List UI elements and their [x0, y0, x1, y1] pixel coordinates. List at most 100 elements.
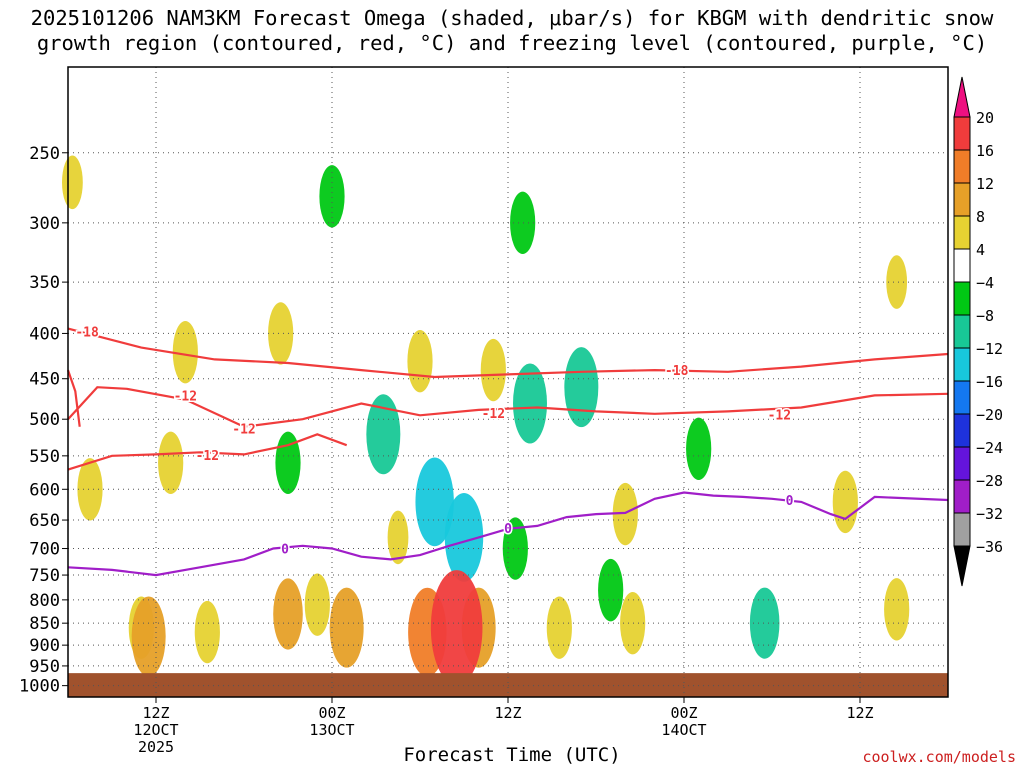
freezing-level-label: 0: [786, 494, 794, 509]
omega-region: [480, 338, 506, 402]
omega-region: [329, 587, 364, 668]
colorbar-label: 16: [976, 142, 994, 160]
dgz-contour-line: [66, 369, 81, 427]
x-tick-label: 12Z: [494, 704, 521, 722]
y-tick-label: 600: [29, 480, 60, 500]
freezing-level-line: [67, 491, 949, 577]
colorbar-label: −16: [976, 373, 1003, 391]
dgz-contour-label: -18: [75, 326, 99, 341]
dgz-contour-line: [67, 433, 348, 471]
omega-region: [407, 330, 433, 393]
y-tick-label: 550: [29, 447, 60, 467]
y-tick-label: 400: [29, 324, 60, 344]
colorbar-swatch: [953, 446, 971, 481]
omega-region: [612, 482, 638, 546]
x-tick-label: 12Z: [142, 704, 169, 722]
y-tick-label: 300: [29, 214, 60, 234]
omega-region: [686, 417, 712, 480]
colorbar-label: 8: [976, 208, 985, 226]
colorbar-swatch: [953, 512, 971, 547]
omega-region: [366, 394, 401, 475]
colorbar-swatch: [953, 479, 971, 514]
colorbar-label: −24: [976, 439, 1003, 457]
omega-region: [131, 596, 166, 677]
dgz-contour-label: -12: [232, 422, 255, 437]
dgz-contour-line: [67, 327, 949, 379]
dgz-contour-label: -12: [768, 409, 791, 424]
omega-region: [832, 470, 858, 534]
y-tick-label: 450: [29, 370, 60, 390]
omega-region: [430, 570, 483, 686]
colorbar-label: 20: [976, 109, 994, 127]
colorbar-label: −12: [976, 340, 1003, 358]
colorbar-label: −20: [976, 406, 1003, 424]
freezing-level-label: 0: [504, 522, 512, 537]
omega-region: [620, 591, 646, 655]
y-tick-label: 750: [29, 566, 60, 586]
x-tick-date-label: 13OCT: [309, 721, 354, 739]
colorbar-swatch: [953, 182, 971, 217]
y-tick-label: 850: [29, 614, 60, 634]
omega-region: [444, 492, 484, 582]
y-tick-label: 250: [29, 144, 60, 164]
omega-region: [77, 458, 103, 521]
omega-region: [886, 255, 908, 309]
omega-region: [884, 578, 910, 641]
colorbar-label: 12: [976, 175, 994, 193]
chart-title: 2025101206 NAM3KM Forecast Omega (shaded…: [0, 6, 1024, 56]
colorbar-bottom-arrow: [953, 545, 971, 587]
omega-region: [62, 155, 83, 210]
ground-fill: [68, 673, 948, 697]
omega-region: [387, 510, 409, 565]
omega-region: [502, 517, 528, 580]
x-axis-title: Forecast Time (UTC): [403, 744, 621, 766]
freezing-level-label: 0: [281, 543, 289, 558]
x-tick-date-label: 14OCT: [661, 721, 706, 739]
colorbar-label: 4: [976, 241, 985, 259]
colorbar-label: −28: [976, 472, 1003, 490]
colorbar-swatch: [953, 413, 971, 448]
credit-text: coolwx.com/models: [862, 748, 1016, 766]
omega-region: [546, 596, 572, 659]
omega-region: [268, 302, 294, 365]
omega-region: [172, 320, 198, 384]
colorbar-swatch: [953, 116, 971, 151]
y-tick-label: 350: [29, 273, 60, 293]
omega-region: [304, 573, 330, 636]
colorbar-label: −36: [976, 538, 1003, 556]
title-line-2: growth region (contoured, red, °C) and f…: [36, 31, 988, 55]
dgz-contour-label: -12: [174, 389, 197, 404]
colorbar-swatch: [953, 149, 971, 184]
y-tick-label: 950: [29, 657, 60, 677]
y-tick-label: 650: [29, 511, 60, 531]
dgz-contour-label: -12: [196, 449, 219, 464]
omega-region: [194, 600, 220, 664]
y-tick-label: 800: [29, 591, 60, 611]
dgz-contour-label: -12: [482, 407, 505, 422]
omega-region: [273, 578, 303, 650]
colorbar-label: −32: [976, 505, 1003, 523]
omega-region: [749, 587, 780, 659]
title-line-1: 2025101206 NAM3KM Forecast Omega (shaded…: [30, 6, 994, 30]
x-tick-label: 00Z: [318, 704, 345, 722]
colorbar-label: −4: [976, 274, 994, 292]
colorbar-swatch: [953, 347, 971, 382]
x-tick-label: 00Z: [670, 704, 697, 722]
y-tick-label: 500: [29, 410, 60, 430]
colorbar-top-arrow: [953, 76, 971, 118]
colorbar-swatch: [953, 281, 971, 316]
dgz-contour-line: [67, 386, 949, 428]
colorbar-swatch: [953, 215, 971, 250]
colorbar-label: −8: [976, 307, 994, 325]
colorbar-swatch: [953, 380, 971, 415]
colorbar-swatch: [953, 314, 971, 349]
y-tick-label: 700: [29, 540, 60, 560]
x-tick-date-label: 12OCT: [133, 721, 178, 739]
omega-region: [319, 165, 345, 228]
x-tick-year-label: 2025: [138, 738, 174, 756]
omega-region: [510, 191, 536, 255]
y-tick-label: 900: [29, 636, 60, 656]
omega-region: [598, 558, 624, 622]
omega-region: [513, 363, 547, 444]
